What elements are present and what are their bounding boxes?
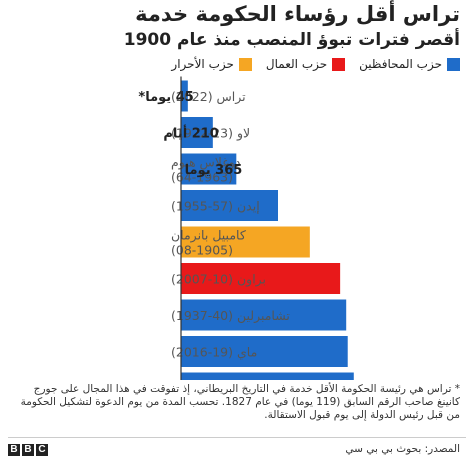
data-label: 45 يوما* xyxy=(138,90,193,105)
legend-swatch-conservative xyxy=(447,57,460,71)
bar-conservative xyxy=(181,190,278,221)
chart-subtitle: أقصر فترات تبوؤ المنصب منذ عام 1900 xyxy=(123,30,460,50)
legend-label-liberal: حزب الأحرار xyxy=(171,57,234,71)
legend-item-labour: حزب العمال xyxy=(265,57,346,71)
category-label: ماي (19-2016) xyxy=(171,345,257,360)
legend-label-conservative: حزب المحافظين xyxy=(359,57,442,71)
chart-legend: حزب المحافظين حزب العمال حزب الأحرار xyxy=(171,57,460,71)
category-label: إيدن (57-1955) xyxy=(171,199,260,214)
legend-label-labour: حزب العمال xyxy=(265,57,328,71)
data-label: 210 أيام xyxy=(163,125,218,142)
category-label: تشامبرلين (40-1937) xyxy=(171,308,290,324)
bar-conservative xyxy=(181,299,347,331)
legend-item-conservative: حزب المحافظين xyxy=(359,57,460,71)
bar-conservative xyxy=(181,336,348,367)
category-label: تراس (2022) xyxy=(171,89,246,105)
legend-item-liberal: حزب الأحرار xyxy=(171,57,252,71)
category-label: دوغلاس هيوم xyxy=(171,155,240,171)
footnote: * تراس هي رئيسة الحكومة الأقل خدمة في ال… xyxy=(20,383,460,421)
category-label: (08-1905) xyxy=(171,243,233,258)
bbc-logo-letter: B xyxy=(8,444,20,456)
bbc-logo: B B C xyxy=(8,444,48,456)
category-label: لاو (23-1922) xyxy=(171,126,250,142)
legend-swatch-labour xyxy=(332,57,346,71)
category-label: (64-1963) xyxy=(171,170,233,185)
bar-liberal xyxy=(181,226,310,258)
bbc-logo-letter: B xyxy=(22,444,34,456)
source-credit: المصدر: بحوث بي بي سي xyxy=(345,443,460,455)
bar-conservative xyxy=(181,80,188,112)
category-label: براون (10-2007) xyxy=(171,272,266,288)
bar-conservative xyxy=(181,117,213,148)
chart-title: تراس أقل رؤساء الحكومة خدمة xyxy=(135,2,460,26)
bar-chart: تراس (2022)45 يوما* لاو (23-1922)210 أيام… xyxy=(138,76,354,380)
footer-divider xyxy=(8,437,466,438)
bar-conservative xyxy=(181,372,354,380)
category-label: كامبيل بانرمان xyxy=(171,228,246,244)
bbc-logo-letter: C xyxy=(36,444,48,456)
data-label: 365 يوما xyxy=(185,163,243,178)
bar-labour xyxy=(181,263,341,294)
bar-conservative xyxy=(181,153,237,185)
legend-swatch-liberal xyxy=(238,57,252,71)
